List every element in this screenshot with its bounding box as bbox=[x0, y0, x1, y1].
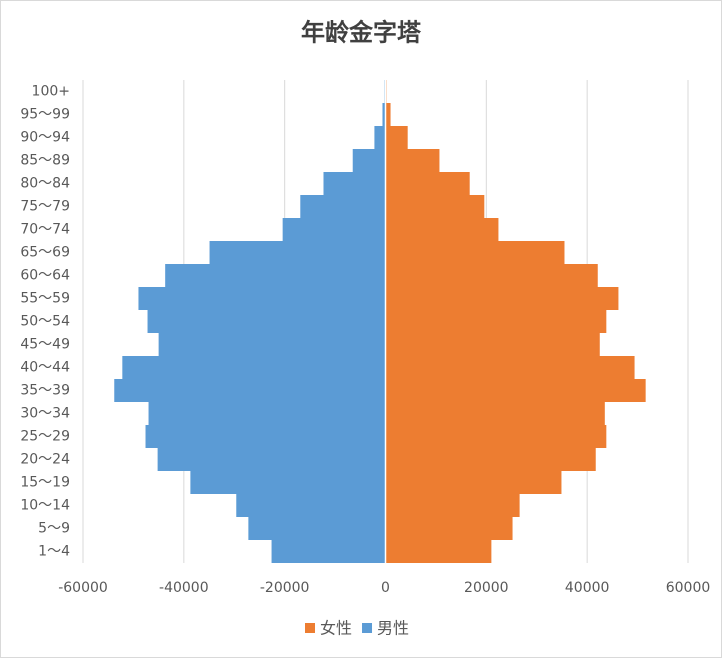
y-tick-label: 35～39 bbox=[20, 383, 70, 399]
y-tick-label: 85～89 bbox=[20, 153, 70, 169]
bar bbox=[385, 402, 605, 425]
y-tick-label: 55～59 bbox=[20, 291, 70, 307]
bar bbox=[114, 379, 386, 402]
bar bbox=[147, 310, 386, 333]
bar bbox=[385, 356, 635, 379]
chart-title: 年龄金字塔 bbox=[301, 18, 422, 47]
y-tick-label: 15～19 bbox=[20, 475, 70, 491]
bar bbox=[385, 494, 520, 517]
bar bbox=[374, 126, 386, 149]
bar bbox=[385, 287, 619, 310]
x-tick-label: 40000 bbox=[565, 580, 610, 596]
legend-label: 男性 bbox=[377, 619, 409, 638]
bar bbox=[236, 494, 386, 517]
bar bbox=[248, 517, 386, 540]
bar bbox=[282, 218, 386, 241]
bar bbox=[157, 448, 386, 471]
bar bbox=[209, 241, 386, 264]
y-tick-label: 70～74 bbox=[20, 222, 70, 238]
bar bbox=[385, 126, 408, 149]
y-tick-label: 45～49 bbox=[20, 337, 70, 353]
y-tick-label: 25～29 bbox=[20, 429, 70, 445]
bar bbox=[158, 333, 386, 356]
bar bbox=[148, 402, 386, 425]
y-tick-label: 65～69 bbox=[20, 245, 70, 261]
bar bbox=[165, 264, 386, 287]
bar bbox=[271, 540, 386, 563]
bar bbox=[385, 448, 596, 471]
legend-swatch bbox=[305, 623, 315, 633]
bar bbox=[122, 356, 386, 379]
bar bbox=[145, 425, 386, 448]
bar bbox=[385, 149, 440, 172]
y-tick-label: 95～99 bbox=[20, 107, 70, 123]
bar bbox=[323, 172, 386, 195]
y-tick-label: 5～9 bbox=[38, 521, 70, 537]
y-tick-label: 40～44 bbox=[20, 360, 70, 376]
bar bbox=[385, 310, 607, 333]
bar bbox=[385, 103, 391, 126]
bar bbox=[138, 287, 386, 310]
bar bbox=[300, 195, 386, 218]
x-tick-label: -20000 bbox=[260, 580, 310, 596]
y-tick-label: 80～84 bbox=[20, 176, 70, 192]
y-tick-label: 75～79 bbox=[20, 199, 70, 215]
bar bbox=[190, 471, 386, 494]
bar bbox=[385, 264, 598, 287]
bar bbox=[352, 149, 386, 172]
y-tick-label: 90～94 bbox=[20, 130, 70, 146]
y-tick-label: 50～54 bbox=[20, 314, 70, 330]
bar bbox=[385, 379, 646, 402]
bar bbox=[385, 425, 607, 448]
bar bbox=[385, 333, 600, 356]
y-tick-label: 1～4 bbox=[38, 544, 70, 560]
y-tick-label: 60～64 bbox=[20, 268, 70, 284]
y-tick-label: 30～34 bbox=[20, 406, 70, 422]
x-tick-label: 0 bbox=[381, 580, 390, 596]
y-tick-label: 10～14 bbox=[20, 498, 70, 514]
y-tick-label: 20～24 bbox=[20, 452, 70, 468]
x-tick-label: 20000 bbox=[464, 580, 509, 596]
bar bbox=[385, 471, 562, 494]
bar bbox=[385, 195, 485, 218]
bar bbox=[385, 540, 492, 563]
y-tick-label: 100+ bbox=[32, 84, 70, 100]
bar bbox=[385, 172, 470, 195]
x-tick-label: -40000 bbox=[159, 580, 209, 596]
bar bbox=[385, 517, 513, 540]
x-tick-label: -60000 bbox=[58, 580, 108, 596]
bar bbox=[385, 241, 565, 264]
x-tick-label: 60000 bbox=[666, 580, 711, 596]
bar bbox=[385, 218, 499, 241]
bar bbox=[382, 103, 386, 126]
legend-label: 女性 bbox=[320, 619, 352, 638]
legend-swatch bbox=[362, 623, 373, 633]
